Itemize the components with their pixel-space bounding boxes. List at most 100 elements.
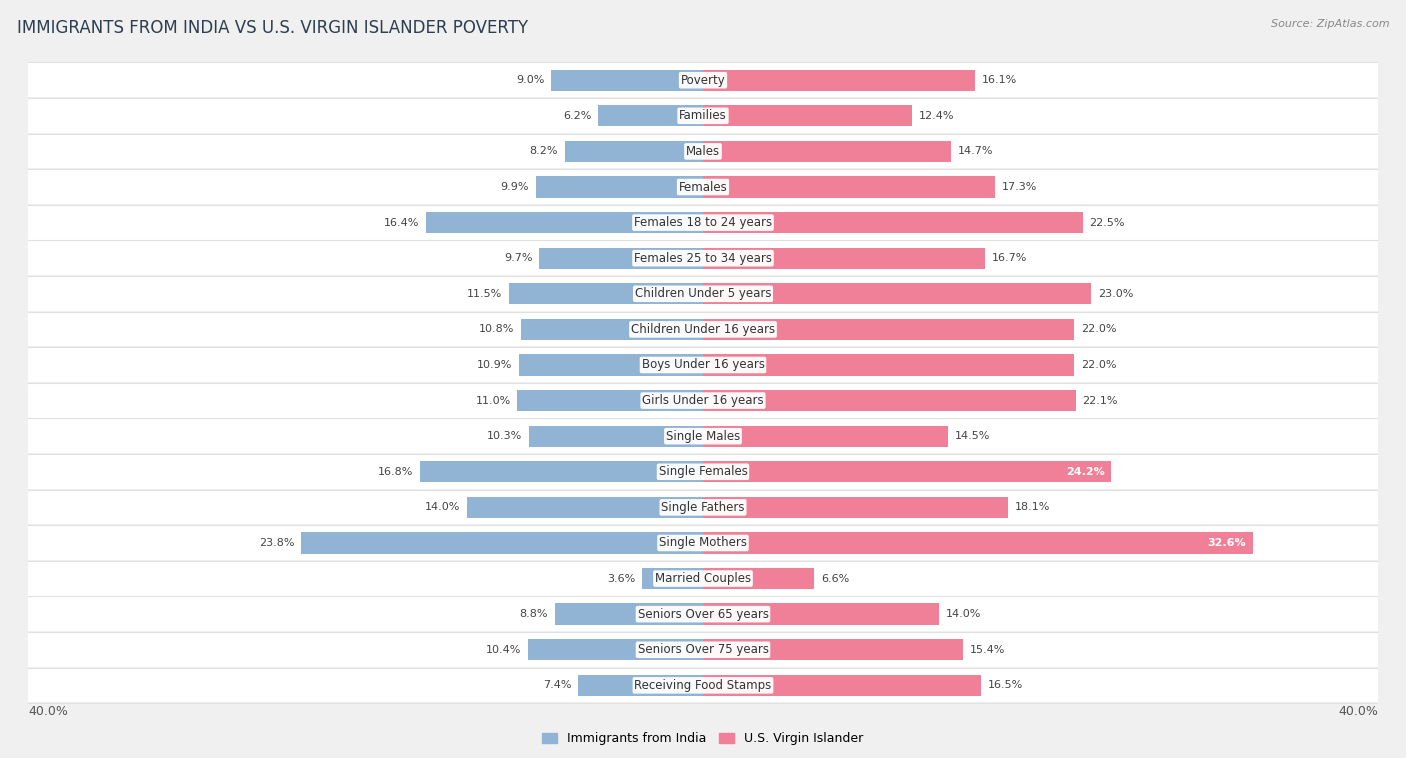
Text: 6.2%: 6.2% <box>564 111 592 121</box>
Text: Males: Males <box>686 145 720 158</box>
Bar <box>28 312 1378 346</box>
Text: Females 18 to 24 years: Females 18 to 24 years <box>634 216 772 229</box>
Bar <box>703 532 1253 553</box>
Text: 16.8%: 16.8% <box>377 467 413 477</box>
Bar <box>703 177 995 198</box>
Text: 8.8%: 8.8% <box>519 609 548 619</box>
Bar <box>703 105 912 127</box>
Text: Source: ZipAtlas.com: Source: ZipAtlas.com <box>1271 19 1389 29</box>
Text: 14.7%: 14.7% <box>957 146 993 156</box>
Bar <box>565 141 703 162</box>
Text: 17.3%: 17.3% <box>1001 182 1038 192</box>
Bar <box>426 212 703 233</box>
Bar <box>703 675 981 696</box>
Text: 32.6%: 32.6% <box>1208 538 1246 548</box>
Bar <box>703 496 1008 518</box>
Bar <box>703 318 1074 340</box>
Text: 24.2%: 24.2% <box>1066 467 1105 477</box>
Bar <box>28 526 1378 560</box>
Bar <box>643 568 703 589</box>
Bar <box>520 318 703 340</box>
Text: Families: Families <box>679 109 727 122</box>
Bar <box>28 205 1378 240</box>
Bar <box>28 419 1378 453</box>
Bar <box>28 669 1378 703</box>
Text: 16.5%: 16.5% <box>988 681 1024 691</box>
Bar <box>703 568 814 589</box>
Text: Single Fathers: Single Fathers <box>661 501 745 514</box>
Bar <box>527 639 703 660</box>
Bar <box>519 354 703 376</box>
Text: 16.1%: 16.1% <box>981 75 1017 85</box>
Bar <box>703 212 1083 233</box>
Bar <box>703 70 974 91</box>
Legend: Immigrants from India, U.S. Virgin Islander: Immigrants from India, U.S. Virgin Islan… <box>537 727 869 750</box>
Text: 22.0%: 22.0% <box>1081 360 1116 370</box>
Text: 16.7%: 16.7% <box>991 253 1026 263</box>
Text: 14.5%: 14.5% <box>955 431 990 441</box>
Text: Receiving Food Stamps: Receiving Food Stamps <box>634 679 772 692</box>
Text: Girls Under 16 years: Girls Under 16 years <box>643 394 763 407</box>
Bar <box>703 639 963 660</box>
Text: 10.8%: 10.8% <box>478 324 515 334</box>
Text: Single Mothers: Single Mothers <box>659 537 747 550</box>
Text: 15.4%: 15.4% <box>970 645 1005 655</box>
Bar <box>28 490 1378 525</box>
Bar <box>599 105 703 127</box>
Text: 7.4%: 7.4% <box>543 681 571 691</box>
Bar <box>509 283 703 305</box>
Bar <box>703 461 1111 482</box>
Bar <box>703 425 948 447</box>
Bar <box>28 348 1378 382</box>
Bar <box>28 455 1378 489</box>
Bar <box>301 532 703 553</box>
Text: 3.6%: 3.6% <box>607 574 636 584</box>
Bar <box>28 597 1378 631</box>
Bar <box>703 354 1074 376</box>
Text: 9.9%: 9.9% <box>501 182 529 192</box>
Text: 11.5%: 11.5% <box>467 289 502 299</box>
Text: 10.3%: 10.3% <box>488 431 523 441</box>
Bar <box>551 70 703 91</box>
Bar <box>578 675 703 696</box>
Bar <box>28 99 1378 133</box>
Bar <box>28 241 1378 275</box>
Text: 22.0%: 22.0% <box>1081 324 1116 334</box>
Text: 14.0%: 14.0% <box>425 503 460 512</box>
Text: Poverty: Poverty <box>681 74 725 86</box>
Text: 22.1%: 22.1% <box>1083 396 1118 406</box>
Text: 22.5%: 22.5% <box>1090 218 1125 227</box>
Text: 40.0%: 40.0% <box>28 705 67 718</box>
Text: 16.4%: 16.4% <box>384 218 419 227</box>
Text: 6.6%: 6.6% <box>821 574 849 584</box>
Text: 40.0%: 40.0% <box>1339 705 1378 718</box>
Text: IMMIGRANTS FROM INDIA VS U.S. VIRGIN ISLANDER POVERTY: IMMIGRANTS FROM INDIA VS U.S. VIRGIN ISL… <box>17 19 529 37</box>
Text: 10.9%: 10.9% <box>477 360 512 370</box>
Bar <box>540 248 703 269</box>
Bar <box>28 277 1378 311</box>
Text: Children Under 16 years: Children Under 16 years <box>631 323 775 336</box>
Text: Married Couples: Married Couples <box>655 572 751 585</box>
Bar <box>703 141 950 162</box>
Bar <box>703 390 1076 412</box>
Text: 23.8%: 23.8% <box>259 538 295 548</box>
Bar <box>28 63 1378 97</box>
Text: Seniors Over 75 years: Seniors Over 75 years <box>637 644 769 656</box>
Bar <box>536 177 703 198</box>
Bar <box>28 633 1378 667</box>
Bar <box>517 390 703 412</box>
Bar <box>554 603 703 625</box>
Text: Females: Females <box>679 180 727 193</box>
Text: Single Males: Single Males <box>666 430 740 443</box>
Text: 8.2%: 8.2% <box>530 146 558 156</box>
Text: Boys Under 16 years: Boys Under 16 years <box>641 359 765 371</box>
Text: Single Females: Single Females <box>658 465 748 478</box>
Text: Seniors Over 65 years: Seniors Over 65 years <box>637 608 769 621</box>
Text: 18.1%: 18.1% <box>1015 503 1050 512</box>
Text: 10.4%: 10.4% <box>485 645 520 655</box>
Text: Females 25 to 34 years: Females 25 to 34 years <box>634 252 772 265</box>
Bar <box>703 248 984 269</box>
Text: 11.0%: 11.0% <box>475 396 510 406</box>
Bar <box>529 425 703 447</box>
Text: Children Under 5 years: Children Under 5 years <box>634 287 772 300</box>
